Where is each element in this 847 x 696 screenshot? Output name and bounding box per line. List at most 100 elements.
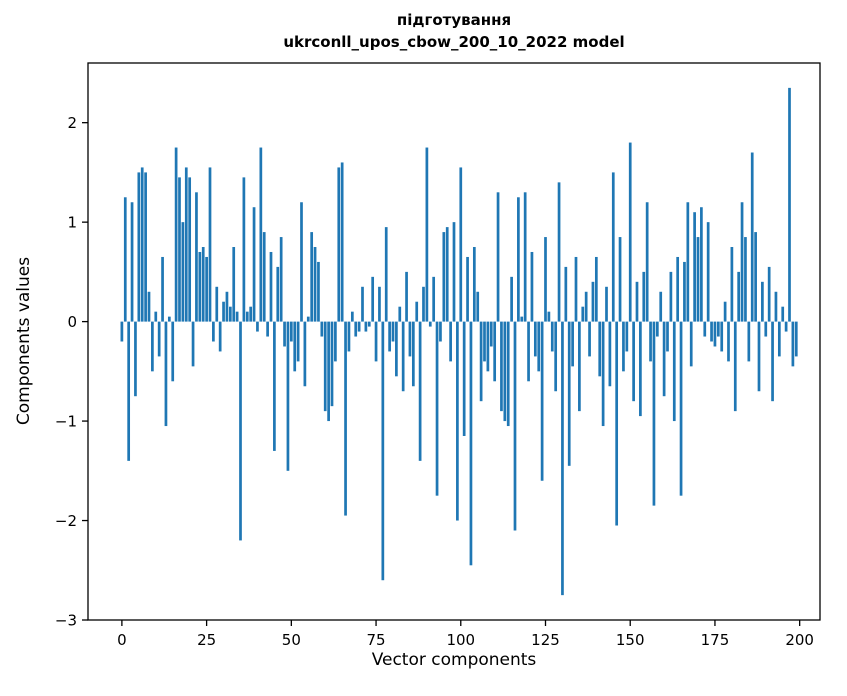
bar [347,321,351,352]
bar [679,321,683,496]
bar [754,232,757,322]
bar [350,311,354,322]
bar [239,321,242,541]
bar [171,321,175,382]
bar [408,321,412,357]
bar [513,321,517,531]
bar [276,266,280,322]
bar [279,237,283,322]
bar [723,301,727,322]
bar [354,321,358,337]
bar [788,87,791,322]
bar [693,212,696,322]
bar [273,321,276,451]
bar [628,142,632,322]
bar [761,281,764,322]
y-tick-label: 0 [67,313,77,331]
bar [378,286,381,322]
bar [449,321,452,362]
bar [544,237,547,322]
bar [581,306,585,322]
bar [130,202,134,322]
bar [144,172,147,322]
y-tick-label: 1 [67,214,77,232]
bar [195,192,198,322]
bar [706,222,710,322]
bar [401,321,405,392]
bar [205,256,208,322]
bar [517,197,520,322]
bar [306,316,310,322]
bar [178,177,181,322]
bar [686,202,690,322]
bar [489,321,493,347]
bar [740,202,744,322]
bar [445,227,449,322]
bar [540,321,544,481]
x-tick-label: 150 [616,631,645,649]
bar [615,321,619,526]
bar [418,321,422,461]
bar [605,286,608,322]
bar [245,311,249,322]
bar [703,321,707,337]
bar [286,321,290,471]
bar [598,321,602,377]
bar [191,321,195,367]
bar [639,321,642,417]
bar [120,321,124,342]
bar [300,202,303,322]
bar [683,261,686,322]
bar [371,276,375,322]
y-tick-label: −1 [55,413,77,431]
bar [500,321,503,412]
bar [757,321,761,392]
bar [395,321,398,377]
bar [266,321,269,337]
bar [456,321,459,521]
bar [242,177,246,322]
bar [510,276,513,322]
bar [405,271,408,322]
bar [567,321,571,466]
bar [398,306,402,322]
bar [727,321,730,362]
bar [578,321,581,412]
bar [462,321,466,436]
y-tick-label: 2 [67,114,77,132]
bar [584,291,588,322]
bar [198,251,202,322]
bar [442,232,446,322]
bar [327,321,330,422]
bar [747,321,751,362]
chart-title-line1: підготування [396,11,512,29]
bar [256,321,259,332]
bar [737,271,741,322]
bar [523,192,527,322]
bar [642,271,646,322]
bar [357,321,361,332]
bar [140,167,144,322]
bar [476,291,480,322]
bar [676,256,680,322]
bar [313,247,317,322]
bar [777,321,781,357]
bar [151,321,154,372]
bar [137,172,141,322]
bar [154,311,158,322]
bar [486,321,490,372]
bar [503,321,507,422]
bar [672,321,676,422]
bar [164,321,168,427]
bar [181,222,185,322]
x-tick-label: 50 [282,631,301,649]
bar [252,207,256,322]
bar [269,251,273,322]
bar [496,192,500,322]
x-tick-label: 0 [117,631,127,649]
bar [774,291,778,322]
x-tick-label: 125 [531,631,560,649]
bar [608,321,612,387]
bar [469,321,473,566]
